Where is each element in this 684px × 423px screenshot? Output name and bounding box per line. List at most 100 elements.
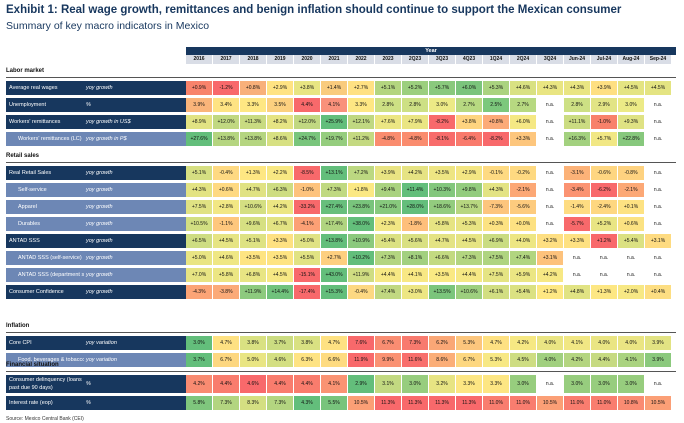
value-cell: 8.6% — [429, 353, 455, 367]
value-cell: 9.9% — [375, 353, 401, 367]
value-cell: +38.0% — [348, 217, 374, 231]
value-cell: +27.4% — [321, 200, 347, 214]
value-cell: 7.3% — [402, 336, 428, 350]
value-cell: 4.1% — [321, 375, 347, 393]
value-cell: +21.0% — [375, 200, 401, 214]
value-cell: +19.7% — [321, 132, 347, 146]
period-header: 4Q23 — [456, 55, 482, 64]
value-cell: +7.4% — [510, 251, 536, 265]
value-cell: 4.4% — [294, 375, 320, 393]
indicator-unit: yoy growth — [84, 285, 186, 299]
indicator-unit: % — [84, 98, 186, 112]
value-cell: +13.7% — [456, 200, 482, 214]
value-cell: +8.9% — [186, 115, 212, 129]
value-cell: -4.8% — [402, 132, 428, 146]
value-cell: +2.3% — [375, 217, 401, 231]
value-cell: 10.5% — [537, 396, 563, 410]
value-cell: n.a. — [645, 132, 671, 146]
value-cell: +8.1% — [402, 251, 428, 265]
value-cell: +4.6% — [510, 81, 536, 95]
value-cell: +1.8% — [348, 183, 374, 197]
value-cell: +13.1% — [321, 166, 347, 180]
value-cell: 4.5% — [510, 353, 536, 367]
value-cell: n.a. — [537, 217, 563, 231]
value-cell: 4.4% — [294, 98, 320, 112]
value-cell: +2.7% — [348, 81, 374, 95]
value-cell: -8.5% — [294, 166, 320, 180]
value-cell: +5.8% — [429, 217, 455, 231]
value-cell: 3.7% — [267, 336, 293, 350]
value-cell: 5.3% — [483, 353, 509, 367]
value-cell: +7.3% — [375, 251, 401, 265]
period-header: 2Q23 — [402, 55, 428, 64]
value-cell: 11.0% — [510, 396, 536, 410]
value-cell: 11.3% — [429, 396, 455, 410]
value-cell: 4.0% — [618, 336, 644, 350]
value-cell: 2.8% — [402, 98, 428, 112]
value-cell: +11.3% — [240, 115, 266, 129]
value-cell: n.a. — [537, 98, 563, 112]
value-cell: 3.8% — [240, 336, 266, 350]
value-cell: +3.5% — [429, 268, 455, 282]
value-cell: +0.3% — [483, 217, 509, 231]
period-header: 2022 — [348, 55, 374, 64]
value-cell: +11.9% — [348, 268, 374, 282]
section-rule — [6, 162, 676, 163]
period-header: 2Q24 — [510, 55, 536, 64]
value-cell: +4.0% — [510, 234, 536, 248]
value-cell: 11.0% — [564, 396, 590, 410]
value-cell: +4.5% — [456, 234, 482, 248]
value-cell: +13.8% — [321, 234, 347, 248]
value-cell: +4.2% — [267, 200, 293, 214]
value-cell: +7.9% — [402, 115, 428, 129]
value-cell: 4.1% — [618, 353, 644, 367]
value-cell: 6.3% — [294, 353, 320, 367]
value-cell: +4.5% — [213, 234, 239, 248]
value-cell: -0.6% — [591, 166, 617, 180]
value-cell: 10.8% — [618, 396, 644, 410]
value-cell: 8.3% — [240, 396, 266, 410]
indicator-label: Self-service — [6, 183, 84, 197]
value-cell: +2.9% — [267, 81, 293, 95]
value-cell: +5.1% — [375, 81, 401, 95]
value-cell: +10.2% — [348, 251, 374, 265]
value-cell: +4.3% — [483, 183, 509, 197]
indicator-unit: yoy growth — [84, 234, 186, 248]
value-cell: 4.7% — [213, 336, 239, 350]
value-cell: 11.3% — [402, 396, 428, 410]
value-cell: +5.3% — [456, 217, 482, 231]
value-cell: +16.3% — [564, 132, 590, 146]
value-cell: +13.5% — [429, 285, 455, 299]
indicator-label: Workers' remittances — [6, 115, 84, 129]
indicator-unit: % — [84, 396, 186, 410]
value-cell: +10.6% — [456, 285, 482, 299]
value-cell: +7.5% — [186, 200, 212, 214]
section-title: Retail sales — [6, 153, 40, 159]
value-cell: +4.3% — [537, 81, 563, 95]
value-cell: 3.3% — [483, 375, 509, 393]
value-cell: n.a. — [645, 115, 671, 129]
value-cell: 4.0% — [591, 336, 617, 350]
value-cell: 11.6% — [402, 353, 428, 367]
value-cell: 6.7% — [375, 336, 401, 350]
value-cell: n.a. — [645, 166, 671, 180]
value-cell: 2.7% — [510, 98, 536, 112]
value-cell: +1.3% — [240, 166, 266, 180]
value-cell: 4.7% — [321, 336, 347, 350]
value-cell: +6.0% — [510, 115, 536, 129]
value-cell: +0.0% — [510, 217, 536, 231]
value-cell: +0.1% — [618, 200, 644, 214]
indicator-label: ANTAD SSS — [6, 234, 84, 248]
section-rule — [6, 371, 676, 372]
value-cell: +0.4% — [645, 285, 671, 299]
value-cell: 3.9% — [645, 353, 671, 367]
value-cell: +9.4% — [375, 183, 401, 197]
value-cell: +3.5% — [240, 251, 266, 265]
value-cell: +9.8% — [456, 183, 482, 197]
value-cell: +0.8% — [483, 115, 509, 129]
value-cell: +7.3% — [321, 183, 347, 197]
value-cell: +2.8% — [213, 200, 239, 214]
value-cell: 4.7% — [483, 336, 509, 350]
value-cell: 4.6% — [267, 353, 293, 367]
value-cell: +4.5% — [645, 81, 671, 95]
